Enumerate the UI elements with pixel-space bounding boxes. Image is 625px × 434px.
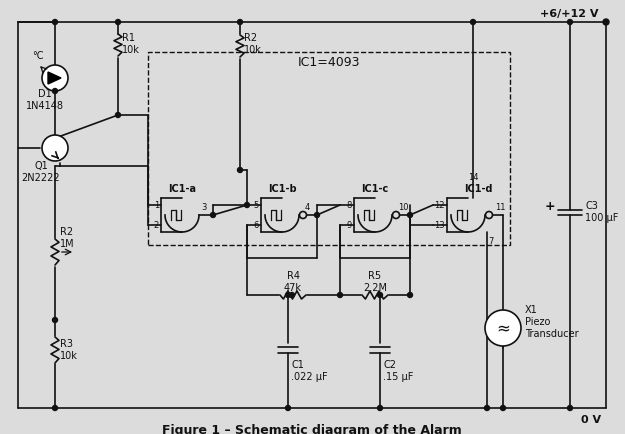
Text: 2: 2	[154, 220, 159, 230]
Text: 13: 13	[434, 220, 445, 230]
Text: °C: °C	[32, 51, 44, 61]
Text: IC1-b: IC1-b	[268, 184, 296, 194]
Text: IC1=4093: IC1=4093	[298, 56, 360, 69]
Circle shape	[392, 211, 399, 218]
Circle shape	[338, 293, 342, 297]
Text: +: +	[544, 200, 555, 213]
Text: IC1-c: IC1-c	[361, 184, 389, 194]
Circle shape	[471, 20, 476, 24]
Circle shape	[52, 89, 57, 93]
Text: IC1-a: IC1-a	[168, 184, 196, 194]
Circle shape	[211, 213, 216, 217]
Text: 9: 9	[347, 220, 352, 230]
Circle shape	[484, 405, 489, 411]
Circle shape	[568, 405, 572, 411]
Circle shape	[52, 20, 57, 24]
Circle shape	[408, 213, 412, 217]
Text: R5
2.2M: R5 2.2M	[363, 271, 387, 293]
Text: R3
10k: R3 10k	[60, 339, 78, 361]
Text: D1
1N4148: D1 1N4148	[26, 89, 64, 111]
Text: 6: 6	[254, 220, 259, 230]
Text: 12: 12	[434, 201, 445, 210]
Text: R2
1M: R2 1M	[60, 227, 74, 249]
Circle shape	[42, 135, 68, 161]
Text: 0 V: 0 V	[581, 415, 601, 425]
Text: 4: 4	[305, 203, 310, 211]
Circle shape	[289, 293, 294, 297]
Text: 1: 1	[154, 201, 159, 210]
Circle shape	[52, 405, 57, 411]
Circle shape	[408, 293, 412, 297]
Text: 8: 8	[347, 201, 352, 210]
Circle shape	[603, 19, 609, 25]
Circle shape	[244, 203, 249, 207]
Circle shape	[116, 112, 121, 118]
Circle shape	[238, 168, 242, 172]
Text: 5: 5	[254, 201, 259, 210]
Polygon shape	[48, 72, 61, 84]
Circle shape	[286, 405, 291, 411]
Text: R2
10k: R2 10k	[244, 33, 262, 55]
Circle shape	[116, 20, 121, 24]
Text: IC1-d: IC1-d	[464, 184, 492, 194]
Circle shape	[378, 293, 382, 297]
Text: 11: 11	[495, 203, 506, 211]
Text: R1
10k: R1 10k	[122, 33, 140, 55]
Text: X1
Piezo
Transducer: X1 Piezo Transducer	[525, 306, 579, 339]
Text: +6/+12 V: +6/+12 V	[539, 9, 598, 19]
Text: ≈: ≈	[496, 319, 510, 337]
Circle shape	[568, 20, 572, 24]
Text: 14: 14	[468, 174, 478, 183]
Text: C3
100 μF: C3 100 μF	[585, 201, 618, 223]
Circle shape	[501, 405, 506, 411]
Circle shape	[52, 318, 57, 322]
Text: C2
.15 μF: C2 .15 μF	[383, 360, 413, 382]
Text: 7: 7	[488, 237, 493, 247]
Text: Figure 1 – Schematic diagram of the Alarm: Figure 1 – Schematic diagram of the Alar…	[162, 424, 462, 434]
Circle shape	[378, 405, 382, 411]
Circle shape	[238, 20, 242, 24]
Text: 10: 10	[398, 203, 409, 211]
Circle shape	[42, 65, 68, 91]
Circle shape	[486, 211, 492, 218]
Circle shape	[299, 211, 306, 218]
Circle shape	[314, 213, 319, 217]
Circle shape	[286, 293, 291, 297]
Text: 3: 3	[201, 203, 206, 211]
Text: C1
.022 μF: C1 .022 μF	[291, 360, 328, 382]
Circle shape	[485, 310, 521, 346]
Text: R4
47k: R4 47k	[284, 271, 302, 293]
Text: Q1
2N2222: Q1 2N2222	[22, 161, 60, 183]
